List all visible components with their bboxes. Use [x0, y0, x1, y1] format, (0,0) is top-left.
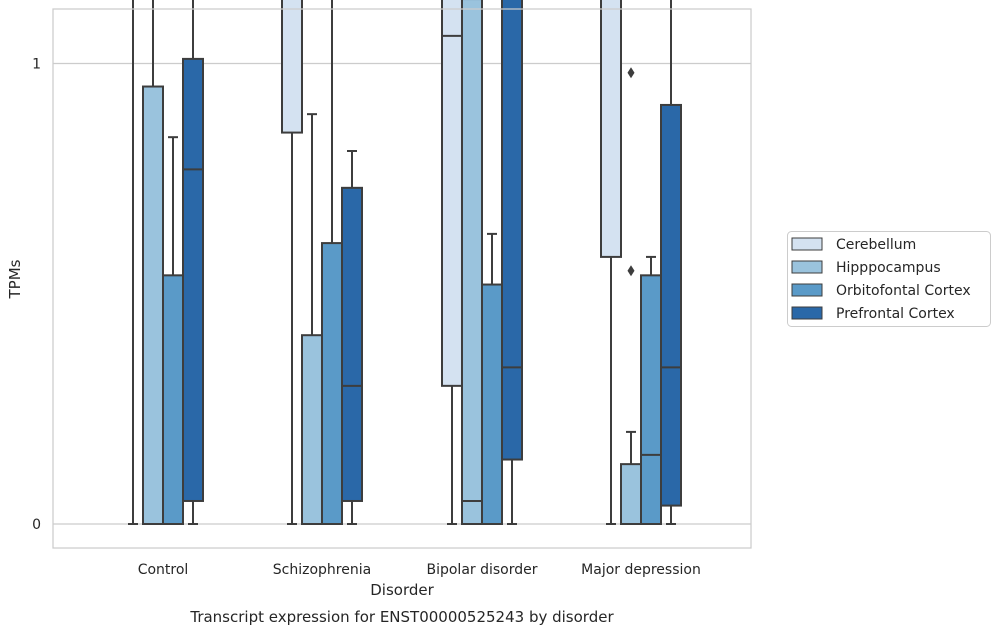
box-group [461, 0, 483, 525]
box-iqr [660, 103, 682, 507]
box-iqr [600, 0, 622, 258]
x-tick-label: Schizophrenia [273, 562, 371, 578]
legend-swatch [791, 306, 823, 320]
x-tick-labels: Control Schizophrenia Bipolar disorder Majo… [138, 562, 701, 578]
chart-caption: Transcript expression for ENST0000052524… [189, 608, 614, 626]
box-iqr [281, 0, 303, 134]
legend-label: Prefrontal Cortex [836, 306, 955, 322]
legend-label: Hipppocampus [836, 260, 941, 276]
box-iqr [162, 274, 184, 525]
y-axis-label: TPMs [6, 259, 24, 299]
x-tick-label: Major depression [581, 562, 701, 578]
box-iqr [481, 283, 503, 526]
legend-frame [787, 231, 991, 327]
box-group [182, 0, 204, 525]
box-iqr [182, 57, 204, 502]
plot-frame [52, 8, 752, 549]
legend-swatch [791, 283, 823, 297]
x-tick-label: Control [138, 562, 189, 578]
box-iqr [301, 334, 323, 525]
outlier-point [627, 265, 635, 277]
box-iqr [640, 274, 662, 525]
box-iqr [501, 0, 523, 461]
box-group [128, 0, 138, 525]
legend-label: Orbitofontal Cortex [836, 283, 971, 299]
box-iqr [461, 0, 483, 525]
box-groups [128, 0, 682, 526]
box-iqr [441, 0, 463, 387]
box-group [660, 0, 682, 525]
box-iqr [620, 463, 642, 526]
x-axis-label: Disorder [370, 581, 434, 599]
legend-swatch [791, 237, 823, 251]
legend-swatch [791, 260, 823, 274]
x-tick-label: Bipolar disorder [426, 562, 537, 578]
y-tick-labels: 012345 [32, 57, 41, 534]
outlier-point [627, 67, 635, 79]
box-group [281, 0, 303, 525]
legend-label: Cerebellum [836, 237, 916, 253]
box-group [600, 0, 622, 525]
box-iqr [341, 186, 363, 502]
legend: Cerebellum Hipppocampus Orbitofontal Corte… [787, 231, 991, 327]
y-tick-label: 0 [32, 517, 41, 533]
box-group [501, 0, 523, 525]
box-group [341, 149, 363, 525]
box-iqr [321, 242, 343, 525]
y-tick-label: 1 [32, 57, 41, 73]
box-iqr [142, 85, 164, 526]
